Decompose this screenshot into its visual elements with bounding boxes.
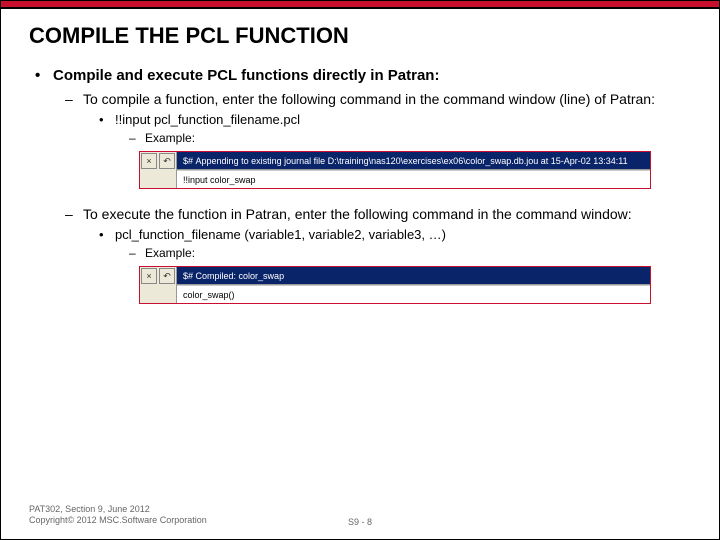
bullet-dash: –: [129, 131, 145, 145]
screenshot-compile: × ↶ $# Appending to existing journal fil…: [139, 151, 651, 189]
screenshot-row-status: × ↶ $# Appending to existing journal fil…: [140, 152, 650, 170]
screenshot-controls: [140, 285, 177, 303]
screenshot-controls: × ↶: [140, 152, 177, 170]
execute-example-label: Example:: [145, 246, 195, 260]
slide-title: COMPILE THE PCL FUNCTION: [29, 23, 691, 49]
command-input[interactable]: !!input color_swap: [177, 170, 650, 188]
screenshot-controls: [140, 170, 177, 188]
screenshot-row-input: color_swap(): [140, 285, 650, 303]
slide-content: COMPILE THE PCL FUNCTION • Compile and e…: [1, 9, 719, 304]
status-bar: $# Appending to existing journal file D:…: [177, 152, 650, 170]
status-text: Appending to existing journal file D:\tr…: [196, 156, 628, 166]
bullet-dash: –: [65, 205, 83, 223]
status-text: Compiled: color_swap: [196, 271, 285, 281]
screenshot-controls: × ↶: [140, 267, 177, 285]
compile-example-label: Example:: [145, 131, 195, 145]
status-prefix: $#: [183, 156, 193, 166]
bullet-dash: –: [65, 90, 83, 108]
bullet-compile-example: – Example:: [129, 131, 691, 145]
bullet-dash: –: [129, 246, 145, 260]
bullet-execute: – To execute the function in Patran, ent…: [65, 205, 691, 223]
footer-line1: PAT302, Section 9, June 2012: [29, 504, 207, 516]
undo-icon[interactable]: ↶: [159, 153, 175, 169]
accent-bar: [1, 1, 719, 9]
bullet-execute-cmd: • pcl_function_filename (variable1, vari…: [99, 227, 691, 242]
screenshot-execute: × ↶ $# Compiled: color_swap color_swap(): [139, 266, 651, 304]
compile-cmd-text: !!input pcl_function_filename.pcl: [115, 112, 300, 127]
footer-line2: Copyright© 2012 MSC.Software Corporation: [29, 515, 207, 527]
bullet-dot: •: [99, 227, 115, 242]
bullet-compile-text: To compile a function, enter the followi…: [83, 90, 655, 108]
status-prefix: $#: [183, 271, 193, 281]
footer-page: S9 - 8: [348, 517, 372, 527]
execute-cmd-text: pcl_function_filename (variable1, variab…: [115, 227, 446, 242]
command-input[interactable]: color_swap(): [177, 285, 650, 303]
bullet-compile: – To compile a function, enter the follo…: [65, 90, 691, 108]
bullet-main: • Compile and execute PCL functions dire…: [35, 67, 691, 84]
close-icon[interactable]: ×: [141, 153, 157, 169]
screenshot-row-input: !!input color_swap: [140, 170, 650, 188]
bullet-execute-text: To execute the function in Patran, enter…: [83, 205, 632, 223]
close-icon[interactable]: ×: [141, 268, 157, 284]
status-bar: $# Compiled: color_swap: [177, 267, 650, 285]
bullet-compile-cmd: • !!input pcl_function_filename.pcl: [99, 112, 691, 127]
undo-icon[interactable]: ↶: [159, 268, 175, 284]
bullet-dot: •: [99, 112, 115, 127]
bullet-main-text: Compile and execute PCL functions direct…: [53, 67, 439, 84]
bullet-execute-example: – Example:: [129, 246, 691, 260]
bullet-dot: •: [35, 67, 53, 84]
footer-left: PAT302, Section 9, June 2012 Copyright© …: [29, 504, 207, 527]
slide-footer: PAT302, Section 9, June 2012 Copyright© …: [29, 504, 691, 527]
screenshot-row-status: × ↶ $# Compiled: color_swap: [140, 267, 650, 285]
